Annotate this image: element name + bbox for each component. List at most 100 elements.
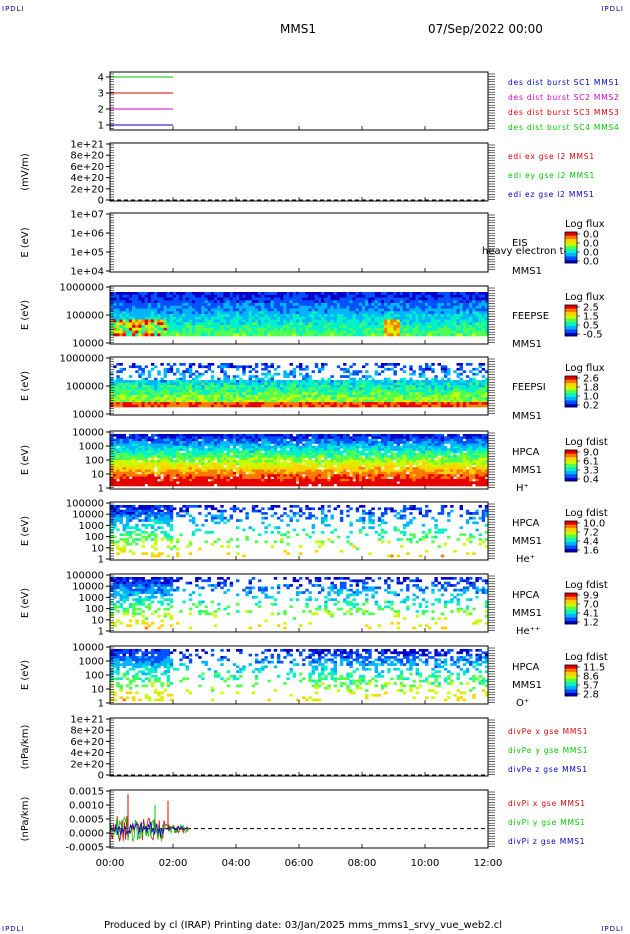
heatmap-cell [135, 311, 139, 315]
heatmap-cell [173, 363, 177, 366]
heatmap-cell [362, 333, 366, 337]
heatmap-cell [125, 441, 130, 444]
heatmap-cell [425, 382, 429, 386]
heatmap-cell [321, 311, 325, 315]
heatmap-cell [150, 322, 155, 326]
heatmap-cell [204, 462, 208, 466]
heatmap-cell [173, 441, 177, 444]
heatmap-cell [122, 292, 126, 295]
heatmap-cell [371, 322, 375, 326]
heatmap-cell [289, 394, 293, 398]
heatmap-cell [251, 452, 256, 456]
heatmap-cell [267, 297, 271, 301]
heatmap-cell [267, 333, 271, 337]
heatmap-cell [166, 330, 171, 334]
heatmap-cell [346, 375, 350, 378]
heatmap-cell [135, 399, 139, 403]
heatmap-cell [147, 462, 152, 466]
heatmap-cell [204, 314, 208, 317]
heatmap-cell [330, 394, 334, 398]
heatmap-cell [450, 380, 454, 383]
heatmap-cell [352, 402, 356, 405]
heatmap-cell [258, 464, 262, 468]
heatmap-cell [210, 469, 215, 473]
heatmap-cell [343, 404, 347, 408]
heatmap-cell [465, 322, 470, 326]
heatmap-cell [440, 389, 445, 393]
heatmap-cell [141, 314, 145, 317]
heatmap-cell [229, 469, 234, 473]
heatmap-cell [113, 464, 117, 468]
heatmap-cell [220, 478, 224, 482]
heatmap-cell [374, 385, 378, 388]
heatmap-cell [371, 385, 375, 388]
heatmap-cell [138, 467, 142, 470]
heatmap-cell [116, 314, 120, 317]
heatmap-cell [223, 474, 227, 477]
heatmap-cell [377, 394, 382, 398]
heatmap-cell [245, 314, 249, 317]
heatmap-cell [220, 441, 224, 444]
heatmap-cell [116, 467, 120, 470]
heatmap-cell [245, 387, 249, 391]
heatmap-cell [286, 333, 290, 337]
heatmap-cell [210, 316, 215, 320]
heatmap-cell [399, 316, 404, 320]
heatmap-cell [270, 303, 274, 306]
heatmap-cell [425, 322, 429, 326]
heatmap-cell [261, 380, 265, 383]
legend-entry: des dist burst SC4 MMS4 [508, 123, 620, 132]
heatmap-cell [176, 305, 180, 309]
heatmap-cell [434, 311, 438, 315]
heatmap-cell [248, 305, 252, 309]
heatmap-cell [141, 441, 145, 444]
heatmap-cell [154, 471, 158, 475]
colorbar-cell [565, 238, 577, 243]
heatmap-cell [428, 308, 432, 312]
heatmap-cell [339, 319, 344, 323]
heatmap-cell [453, 402, 457, 405]
heatmap-cell [299, 314, 303, 317]
heatmap-cell [273, 394, 278, 398]
heatmap-cell [374, 319, 378, 323]
heatmap-cell [229, 397, 234, 400]
heatmap-cell [135, 397, 139, 400]
heatmap-cell [358, 294, 363, 298]
heatmap-cell [425, 389, 429, 393]
heatmap-cell [321, 387, 325, 391]
heatmap-cell [173, 467, 177, 470]
heatmap-cell [213, 305, 218, 309]
heatmap-cell [141, 478, 145, 482]
heatmap-cell [264, 438, 268, 442]
heatmap-cell [213, 457, 218, 461]
heatmap-cell [261, 397, 265, 400]
heatmap-cell [223, 434, 227, 437]
heatmap-cell [443, 333, 448, 337]
heatmap-cell [141, 457, 145, 461]
heatmap-cell [179, 434, 183, 437]
heatmap-cell [182, 448, 186, 451]
heatmap-cell [478, 308, 482, 312]
heatmap-cell [254, 464, 259, 468]
heatmap-cell [213, 303, 218, 306]
heatmap-cell [286, 397, 290, 400]
heatmap-cell [425, 311, 429, 315]
heatmap-cell [176, 292, 180, 295]
heatmap-cell [188, 402, 193, 405]
heatmap-cell [327, 303, 331, 306]
heatmap-cell [229, 316, 234, 320]
heatmap-cell [365, 387, 369, 391]
heatmap-cell [431, 292, 435, 295]
heatmap-cell [229, 464, 234, 468]
heatmap-cell [160, 399, 164, 403]
heatmap-cell [138, 387, 142, 391]
heatmap-cell [122, 441, 126, 444]
heatmap-cell [223, 322, 227, 326]
heatmap-cell [248, 445, 252, 449]
heatmap-cell [270, 392, 274, 395]
heatmap-cell [207, 330, 211, 334]
heatmap-cell [261, 330, 265, 334]
heatmap-cell [425, 319, 429, 323]
heatmap-cell [418, 319, 423, 323]
heatmap-cell [122, 367, 126, 371]
